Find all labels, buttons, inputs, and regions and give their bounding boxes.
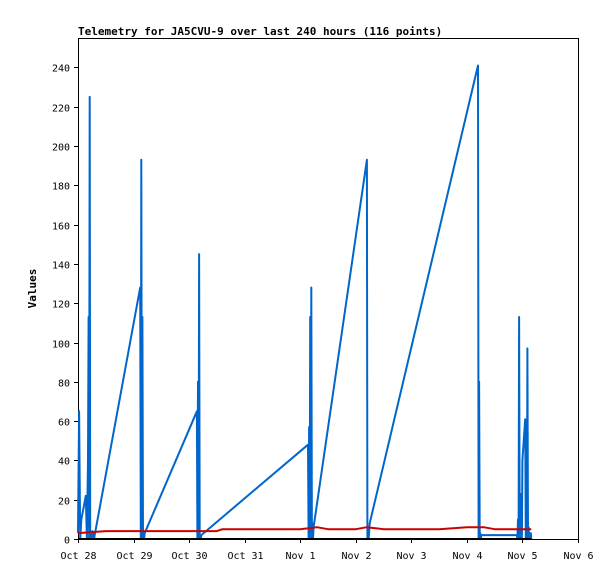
y-tick-label: 220: [52, 104, 70, 115]
y-tick-label: 240: [52, 64, 70, 75]
x-tick-label: Oct 31: [227, 551, 263, 562]
series-layer: [77, 64, 533, 540]
x-tick-label: Nov 3: [396, 551, 426, 562]
y-tick-label: 200: [52, 143, 70, 154]
y-axis: 0 20 40 60 80 100 120 140 160 180 200 220 240: [52, 64, 78, 547]
series-line-1: [77, 64, 533, 540]
y-tick-label: 40: [58, 457, 70, 468]
x-tick-label: Oct 28: [60, 551, 96, 562]
y-axis-label: Values: [26, 269, 39, 309]
y-tick-label: 100: [52, 340, 70, 351]
plot-frame: [78, 38, 579, 540]
chart-title: Telemetry for JA5CVU-9 over last 240 hou…: [78, 25, 442, 38]
x-tick-label: Nov 6: [563, 551, 593, 562]
series-line-2: [77, 526, 532, 535]
y-tick-label: 80: [58, 379, 70, 390]
x-tick-label: Nov 5: [507, 551, 537, 562]
x-tick-label: Oct 30: [171, 551, 207, 562]
y-tick-label: 60: [58, 418, 70, 429]
y-tick-label: 20: [58, 497, 70, 508]
y-tick-label: 180: [52, 182, 70, 193]
y-tick-label: 140: [52, 261, 70, 272]
x-tick-label: Nov 2: [341, 551, 371, 562]
x-axis: Oct 28 Oct 29 Oct 30 Oct 31 Nov 1 Nov 2 Nov 3 N…: [60, 539, 594, 562]
y-tick-label: 160: [52, 222, 70, 233]
x-tick-label: Oct 29: [116, 551, 152, 562]
x-tick-label: Nov 1: [285, 551, 315, 562]
x-tick-label: Nov 4: [452, 551, 482, 562]
y-tick-label: 0: [64, 536, 70, 547]
y-tick-label: 120: [52, 300, 70, 311]
